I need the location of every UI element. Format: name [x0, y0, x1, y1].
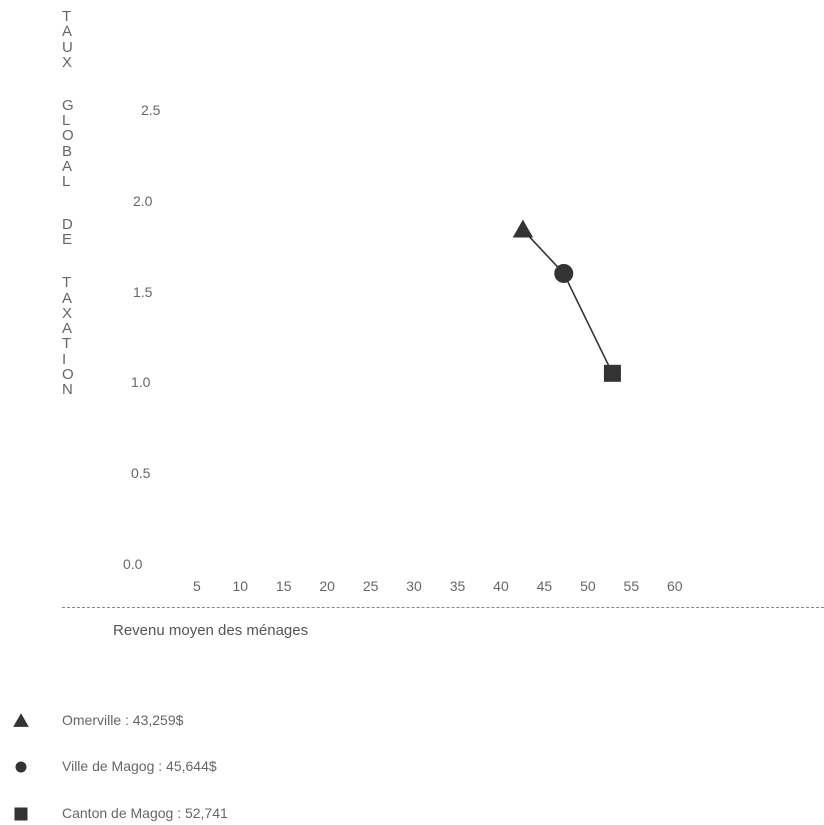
y-tick-label: 1.5 — [133, 283, 153, 300]
x-tick-label: 45 — [536, 578, 553, 594]
data-point-square — [603, 364, 621, 382]
x-tick-label: 5 — [193, 578, 201, 594]
y-axis-label-letter: A — [62, 23, 73, 41]
y-axis-label-letter: L — [62, 173, 71, 191]
legend-label: Canton de Magog : 52,741 — [62, 805, 228, 821]
x-tick-label: 60 — [667, 578, 683, 594]
y-axis-label-letter: U — [62, 38, 73, 56]
y-tick-label: 0.5 — [131, 465, 151, 482]
y-axis-label-letter: A — [62, 157, 73, 175]
x-axis-line — [62, 607, 824, 608]
series-line — [522, 229, 614, 374]
y-axis-label-letter: X — [62, 304, 73, 322]
y-axis-label-letter: T — [62, 274, 72, 292]
y-axis-label-letter: L — [62, 112, 71, 130]
x-tick-label: 35 — [449, 578, 466, 594]
y-axis-label-letter: A — [62, 289, 73, 307]
y-axis-label-letter: O — [62, 127, 74, 145]
y-axis-label-letter: B — [62, 142, 73, 160]
y-axis-label-letter: E — [62, 231, 73, 249]
data-point-circle — [554, 263, 574, 283]
y-axis-label-letter: D — [62, 216, 73, 234]
y-axis-label-letter: N — [62, 381, 73, 399]
legend-label: Omerville : 43,259$ — [62, 712, 184, 728]
legend-marker-square — [14, 807, 28, 821]
y-axis-label-letter: I — [62, 350, 67, 368]
x-axis-label: Revenu moyen des ménages — [113, 622, 309, 639]
y-tick-label: 2.0 — [133, 192, 153, 209]
x-tick-label: 40 — [493, 578, 509, 594]
y-axis-label-letter: G — [62, 96, 74, 114]
x-tick-label: 30 — [406, 578, 422, 594]
y-tick-label: 2.5 — [141, 102, 161, 118]
x-tick-label: 10 — [232, 578, 249, 594]
data-point-triangle — [512, 219, 534, 238]
y-axis-label-letter: O — [62, 366, 74, 384]
x-tick-label: 55 — [623, 578, 640, 594]
x-tick-label: 25 — [362, 578, 379, 594]
legend-marker-triangle — [13, 713, 29, 727]
y-tick-label: 0.0 — [123, 556, 143, 572]
x-tick-label: 15 — [275, 578, 292, 594]
y-axis-label-letter: T — [62, 8, 72, 25]
x-tick-label: 20 — [319, 578, 335, 594]
y-tick-label: 1.0 — [131, 374, 151, 391]
y-axis-label-letter: T — [62, 335, 72, 353]
x-tick-label: 50 — [580, 578, 596, 594]
y-axis-label-letter: A — [62, 320, 73, 338]
legend-marker-circle — [15, 761, 27, 773]
y-axis-label-letter: X — [62, 53, 73, 71]
legend-label: Ville de Magog : 45,644$ — [62, 758, 217, 774]
